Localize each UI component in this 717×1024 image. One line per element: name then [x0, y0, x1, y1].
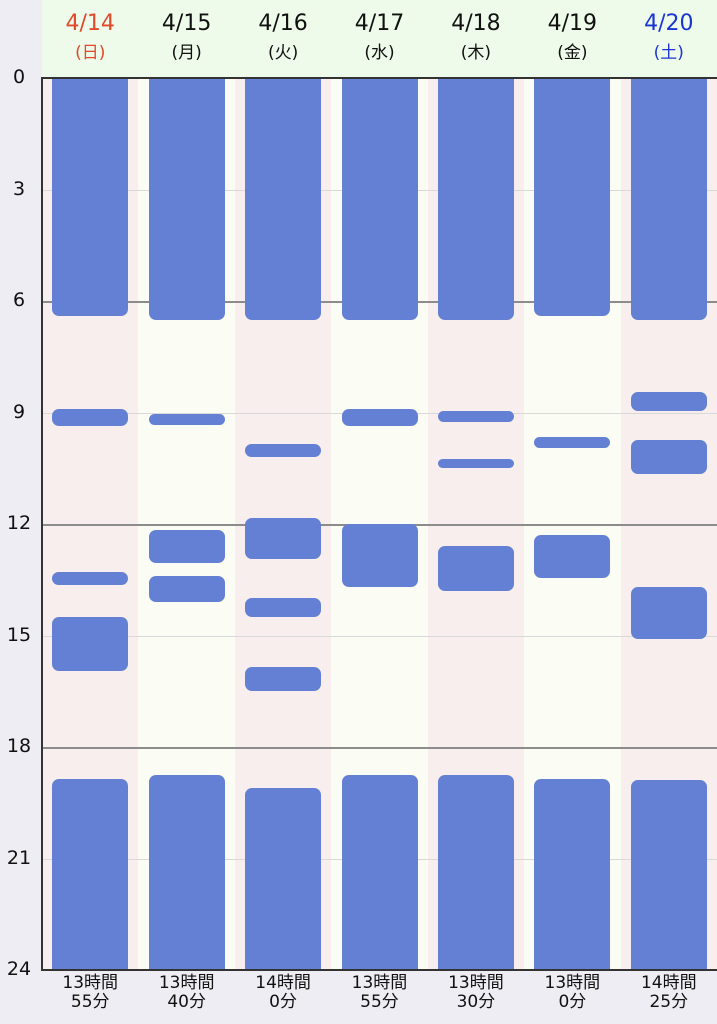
daily-total-minutes: 25分 [649, 992, 689, 1012]
daily-total: 13時間 30分 [428, 974, 524, 1012]
sleep-bar [52, 408, 129, 426]
daily-total-minutes: 0分 [269, 992, 297, 1012]
daily-total: 13時間 0分 [524, 974, 620, 1012]
sleep-bar [52, 572, 129, 586]
day-header[interactable]: 4/20 (土) [621, 0, 717, 78]
y-tick-label: 6 [12, 289, 26, 311]
sleep-bar [245, 667, 322, 692]
sleep-bar [52, 616, 129, 671]
sleep-bar [630, 78, 707, 320]
y-tick-label: 12 [6, 512, 32, 534]
daily-total-hours: 13時間 [544, 973, 601, 993]
axis-line-left [41, 78, 43, 970]
sleep-bar [630, 780, 707, 970]
y-tick-label: 9 [12, 400, 26, 423]
sleep-chart [42, 78, 717, 970]
sleep-bar [341, 408, 418, 426]
daily-total: 14時間 25分 [621, 974, 717, 1012]
sleep-bar [630, 392, 707, 411]
sleep-bar [245, 598, 322, 617]
grid-line [42, 635, 717, 637]
sleep-bar [245, 78, 322, 320]
day-weekday-label: (火) [267, 43, 299, 63]
sleep-bar [245, 444, 322, 458]
daily-total-hours: 13時間 [351, 973, 408, 993]
daily-total-hours: 13時間 [448, 973, 504, 993]
sleep-bar [437, 78, 514, 320]
sleep-bar [341, 774, 418, 970]
sleep-bar [630, 440, 707, 474]
day-weekday-label: (日) [75, 43, 106, 63]
daily-total-hours: 14時間 [640, 973, 697, 993]
daily-total-minutes: 55分 [70, 992, 110, 1012]
y-tick-label: 18 [6, 735, 32, 757]
y-tick-label: 24 [6, 958, 32, 980]
day-header[interactable]: 4/18 (木) [428, 0, 524, 78]
day-header[interactable]: 4/19 (金) [524, 0, 620, 78]
sleep-bar [52, 78, 129, 316]
sleep-bar [148, 529, 225, 563]
sleep-bar [148, 576, 225, 603]
day-date-label: 4/19 [547, 11, 598, 36]
sleep-bar [437, 546, 514, 591]
y-tick-label: 0 [12, 66, 26, 88]
day-date-label: 4/20 [644, 11, 694, 36]
y-tick-label: 3 [12, 177, 26, 200]
date-header: 4/14 (日) 4/15 (月) 4/16 (火) 4/17 (水) 4/18 (木) 4/19 (… [42, 0, 717, 78]
daily-total-hours: 14時間 [255, 973, 311, 993]
grid-line [42, 747, 717, 749]
daily-total: 14時間 0分 [235, 974, 331, 1012]
day-weekday-label: (土) [653, 43, 684, 63]
daily-total: 13時間 55分 [331, 974, 427, 1012]
day-weekday-label: (月) [171, 43, 202, 63]
sleep-bar [341, 524, 418, 588]
day-weekday-label: (金) [557, 43, 588, 63]
sleep-bar [341, 78, 418, 320]
daily-total-hours: 13時間 [62, 973, 119, 993]
sleep-bar [630, 587, 707, 640]
sleep-bar [148, 414, 225, 426]
day-weekday-label: (木) [460, 43, 492, 63]
sleep-bar [148, 774, 225, 970]
day-date-label: 4/17 [354, 11, 405, 36]
daily-total: 13時間 40分 [138, 974, 234, 1012]
day-header[interactable]: 4/14 (日) [42, 0, 138, 78]
daily-total-minutes: 55分 [360, 992, 399, 1012]
daily-total-minutes: 0分 [558, 992, 587, 1012]
daily-total-minutes: 40分 [167, 992, 206, 1012]
day-date-label: 4/18 [451, 11, 501, 36]
day-date-label: 4/15 [161, 11, 212, 36]
axis-line-bottom [41, 969, 717, 971]
sleep-bar [534, 78, 611, 316]
sleep-bar [437, 410, 514, 422]
sleep-bar [245, 518, 322, 560]
daily-total-minutes: 30分 [456, 992, 496, 1012]
day-weekday-label: (水) [364, 43, 395, 63]
day-date-label: 4/14 [65, 11, 115, 36]
day-header[interactable]: 4/15 (月) [138, 0, 234, 78]
day-header[interactable]: 4/16 (火) [235, 0, 331, 78]
sleep-bar [437, 774, 514, 970]
sleep-bar [534, 535, 611, 578]
sleep-bar [245, 787, 322, 970]
axis-line-top [41, 77, 717, 79]
day-date-label: 4/16 [258, 11, 308, 36]
sleep-bar [534, 778, 611, 970]
sleep-bar [534, 436, 611, 448]
day-header[interactable]: 4/17 (水) [331, 0, 427, 78]
daily-total: 13時間 55分 [42, 974, 138, 1012]
daily-total-hours: 13時間 [158, 973, 215, 993]
sleep-bar [437, 458, 514, 469]
y-tick-label: 21 [6, 846, 32, 869]
sleep-bar [148, 78, 225, 320]
y-tick-label: 15 [6, 623, 32, 646]
sleep-bar [52, 778, 129, 970]
